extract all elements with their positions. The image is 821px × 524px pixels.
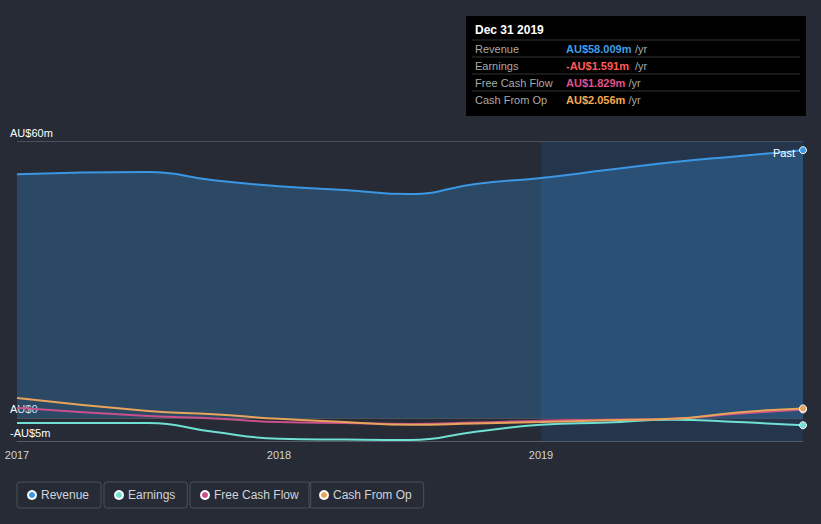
svg-text:AU$58.009m: AU$58.009m: [566, 43, 632, 55]
svg-text:2019: 2019: [529, 449, 553, 461]
svg-text:-AU$5m: -AU$5m: [10, 427, 50, 439]
svg-text:Free Cash Flow: Free Cash Flow: [214, 488, 299, 502]
svg-text:AU$1.829m: AU$1.829m: [566, 77, 626, 89]
svg-text:/yr: /yr: [628, 77, 641, 89]
svg-text:Earnings: Earnings: [128, 488, 175, 502]
svg-text:Revenue: Revenue: [475, 43, 519, 55]
svg-text:2017: 2017: [5, 449, 29, 461]
svg-text:Revenue: Revenue: [41, 488, 89, 502]
svg-text:-AU$1.591m: -AU$1.591m: [566, 60, 629, 72]
svg-text:Cash From Op: Cash From Op: [475, 94, 547, 106]
svg-text:Earnings: Earnings: [475, 60, 519, 72]
svg-text:Past: Past: [773, 147, 795, 159]
svg-text:AU$2.056m: AU$2.056m: [566, 94, 626, 106]
svg-text:Cash From Op: Cash From Op: [333, 488, 412, 502]
svg-text:/yr: /yr: [635, 43, 648, 55]
svg-text:AU$60m: AU$60m: [10, 127, 53, 139]
svg-text:Free Cash Flow: Free Cash Flow: [475, 77, 553, 89]
svg-text:Dec 31 2019: Dec 31 2019: [475, 23, 544, 37]
svg-text:/yr: /yr: [628, 94, 641, 106]
svg-text:2018: 2018: [267, 449, 291, 461]
svg-text:/yr: /yr: [635, 60, 648, 72]
